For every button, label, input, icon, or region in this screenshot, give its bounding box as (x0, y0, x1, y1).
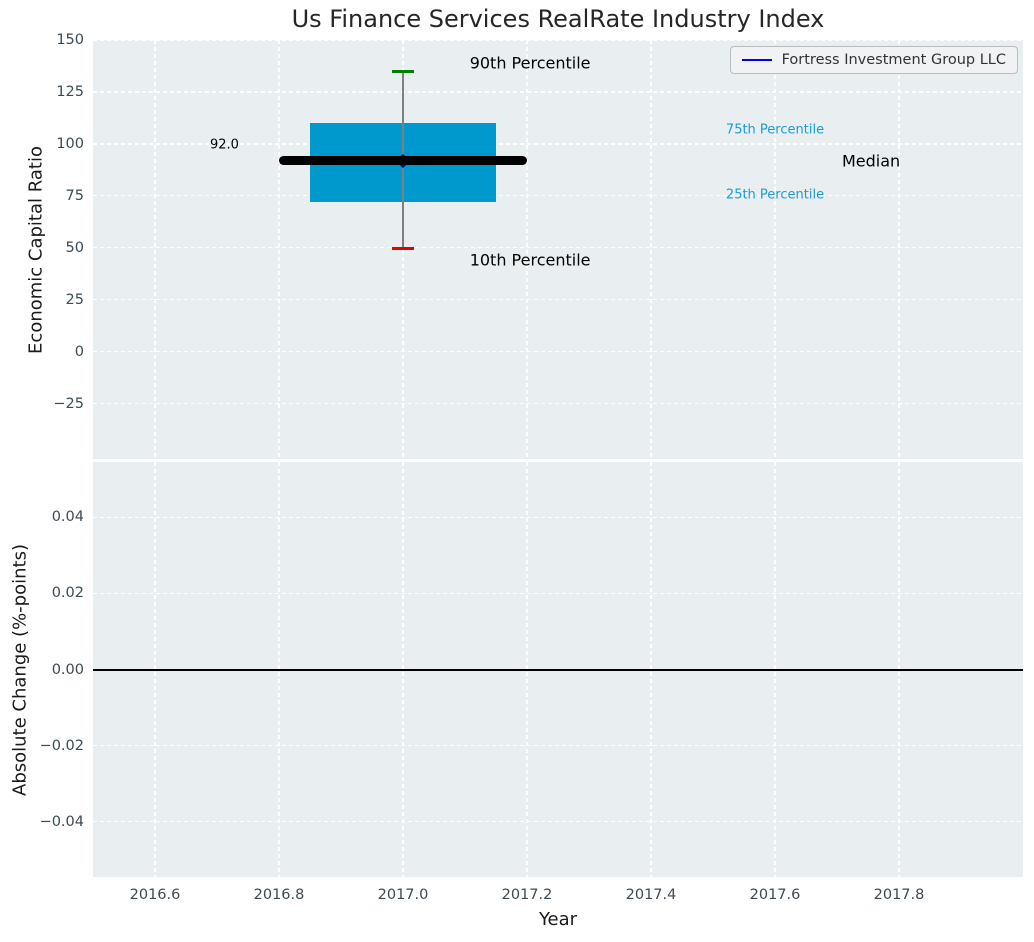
annotation: Median (841, 151, 901, 171)
annotation: 92.0 (209, 137, 239, 153)
y-tick-label: 0.00 (51, 661, 84, 678)
x-tick-label: 2016.6 (129, 887, 181, 903)
x-tick-label: 2017.0 (377, 887, 429, 903)
y-tick-label: −0.04 (39, 813, 84, 830)
gridline-horizontal (93, 195, 1023, 197)
axes-economic-capital-ratio: 150 125 100 75 50 25 0 −25 92.0 90th Percentile 10… (53, 32, 1023, 459)
chart-title: Us Finance Services RealRate Industry In… (291, 5, 825, 33)
gridline-horizontal (93, 403, 1023, 405)
gridline-horizontal (93, 299, 1023, 301)
y-tick-label: −0.02 (39, 737, 84, 754)
gridline-horizontal (93, 516, 1023, 518)
gridline-vertical (526, 40, 528, 459)
p90-cap (392, 69, 414, 73)
gridline-vertical (650, 40, 652, 459)
legend-label: Fortress Investment Group LLC (781, 52, 1006, 68)
gridline-horizontal (93, 143, 1023, 145)
x-tick-label: 2017.6 (749, 887, 801, 903)
gridline-vertical (898, 40, 900, 459)
y-tick-label: 125 (56, 83, 84, 100)
annotation: 75th Percentile (725, 122, 825, 138)
legend: Fortress Investment Group LLC (729, 46, 1018, 74)
x-axis-label-year: Year (538, 909, 578, 930)
gridline-horizontal (93, 39, 1023, 41)
gridline-horizontal (93, 821, 1023, 823)
y-tick-label: 0.02 (51, 585, 84, 602)
axes-absolute-change: 2016.6 2016.8 2017.0 2017.2 2017.4 2017.6 2017… (40, 462, 1023, 903)
annotation: 10th Percentile (469, 250, 591, 270)
y-tick-label: 150 (56, 32, 84, 48)
y-tick-label: 75 (65, 187, 84, 204)
y-tick-label: −25 (53, 395, 84, 412)
legend-line-swatch (741, 58, 772, 62)
annotation: 25th Percentile (725, 187, 825, 203)
y-tick-label: 25 (65, 291, 84, 308)
y-tick-label: 50 (65, 239, 84, 256)
median-line (279, 156, 527, 166)
zero-line (93, 668, 1023, 671)
gridline-horizontal (93, 592, 1023, 594)
y-tick-label: 100 (56, 135, 84, 152)
y-axis-label-absolute-change: Absolute Change (%-points) (9, 543, 31, 796)
y-tick-label: 0 (74, 343, 84, 360)
gridline-horizontal (93, 247, 1023, 249)
x-tick-label: 2016.8 (253, 887, 305, 903)
annotation: 90th Percentile (469, 53, 591, 73)
gridline-vertical (154, 40, 156, 459)
p10-cap (392, 247, 414, 251)
x-tick-label: 2017.8 (873, 887, 925, 903)
gridline-horizontal (93, 91, 1023, 93)
gridline-vertical (774, 40, 776, 459)
y-tick-label: 0.04 (51, 509, 84, 526)
gridline-vertical (278, 40, 280, 459)
x-tick-label: 2017.2 (501, 887, 553, 903)
x-tick-label: 2017.4 (625, 887, 677, 903)
y-axis-label-economic-capital-ratio: Economic Capital Ratio (25, 145, 47, 354)
gridline-horizontal (93, 745, 1023, 747)
gridline-horizontal (93, 351, 1023, 353)
